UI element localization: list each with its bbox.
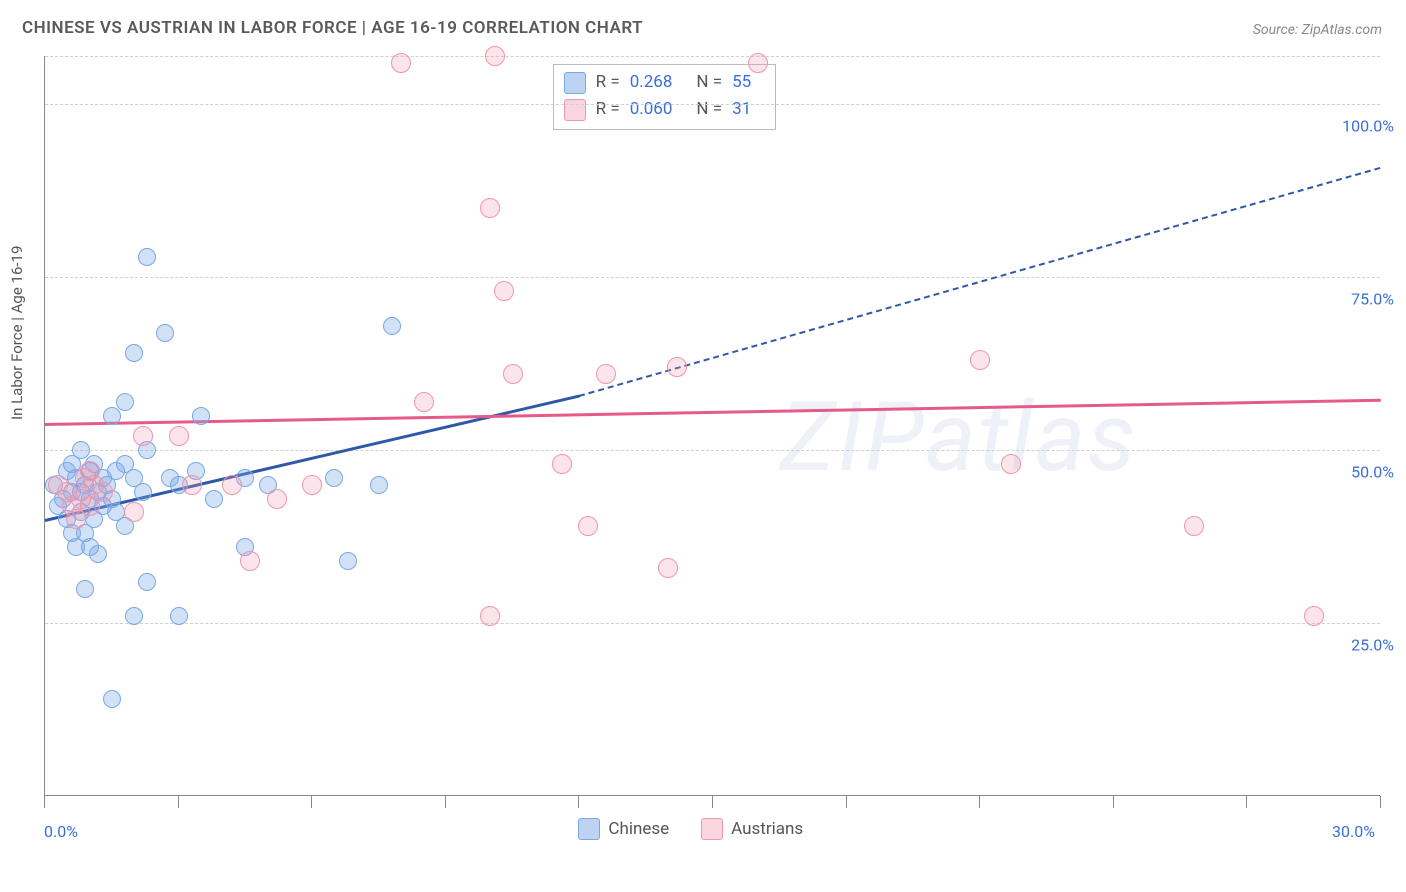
- marker-austrian: [182, 475, 202, 495]
- marker-austrian: [596, 364, 616, 384]
- bottom-legend: Chinese Austrians: [578, 818, 803, 840]
- marker-austrian: [133, 426, 153, 446]
- legend-swatch: [564, 72, 586, 94]
- gridline: [45, 56, 1380, 57]
- stat-n-val: 55: [732, 69, 751, 96]
- marker-austrian: [503, 364, 523, 384]
- stat-n-val: 31: [732, 96, 751, 123]
- marker-austrian: [1001, 454, 1021, 474]
- marker-austrian: [578, 516, 598, 536]
- gridline: [45, 623, 1380, 624]
- x-tick: [979, 796, 980, 808]
- marker-austrian: [485, 46, 505, 66]
- marker-austrian: [658, 558, 678, 578]
- marker-austrian: [240, 551, 260, 571]
- marker-austrian: [970, 350, 990, 370]
- x-tick: [311, 796, 312, 808]
- watermark: ZIPatlas: [780, 382, 1138, 494]
- x-tick: [846, 796, 847, 808]
- marker-austrian: [748, 53, 768, 73]
- marker-austrian: [414, 392, 434, 412]
- x-tick: [1246, 796, 1247, 808]
- stat-r-key: R =: [596, 69, 620, 96]
- legend-label: Austrians: [731, 819, 803, 839]
- gridline: [45, 104, 1380, 105]
- marker-austrian: [169, 426, 189, 446]
- y-axis-label: In Labor Force | Age 16-19: [8, 246, 26, 420]
- marker-austrian: [480, 198, 500, 218]
- marker-chinese: [103, 407, 121, 425]
- marker-austrian: [222, 475, 242, 495]
- marker-chinese: [138, 248, 156, 266]
- marker-austrian: [391, 53, 411, 73]
- marker-austrian: [302, 475, 322, 495]
- marker-chinese: [125, 607, 143, 625]
- marker-chinese: [156, 324, 174, 342]
- marker-chinese: [170, 607, 188, 625]
- legend-item: Chinese: [578, 818, 669, 840]
- trend-line: [45, 398, 1381, 425]
- marker-chinese: [76, 580, 94, 598]
- y-tick-label: 50.0%: [1351, 463, 1394, 482]
- marker-chinese: [192, 407, 210, 425]
- gridline: [45, 450, 1380, 451]
- stat-n-key: N =: [696, 69, 722, 96]
- marker-austrian: [267, 489, 287, 509]
- marker-austrian: [667, 357, 687, 377]
- x-tick: [1113, 796, 1114, 808]
- marker-chinese: [339, 552, 357, 570]
- x-tick: [578, 796, 579, 808]
- marker-austrian: [552, 454, 572, 474]
- marker-chinese: [205, 490, 223, 508]
- marker-austrian: [93, 482, 113, 502]
- legend-label: Chinese: [608, 819, 669, 839]
- marker-chinese: [125, 344, 143, 362]
- stat-n-key: N =: [696, 96, 722, 123]
- chart-title: CHINESE VS AUSTRIAN IN LABOR FORCE | AGE…: [22, 18, 643, 38]
- legend-item: Austrians: [701, 818, 803, 840]
- x-tick: [1380, 796, 1381, 808]
- x-tick: [445, 796, 446, 808]
- marker-austrian: [480, 606, 500, 626]
- x-tick: [44, 796, 45, 808]
- source-label: Source: ZipAtlas.com: [1253, 22, 1382, 38]
- marker-chinese: [134, 483, 152, 501]
- legend-swatch: [701, 818, 723, 840]
- marker-austrian: [494, 281, 514, 301]
- marker-chinese: [116, 393, 134, 411]
- stat-r-val: 0.268: [630, 69, 673, 96]
- marker-chinese: [383, 317, 401, 335]
- stat-row: R = 0.060 N = 31: [564, 96, 766, 123]
- marker-austrian: [124, 502, 144, 522]
- marker-chinese: [138, 573, 156, 591]
- plot-area: ZIPatlas R = 0.268 N = 55 R = 0.060 N = 31: [44, 56, 1380, 796]
- marker-chinese: [103, 690, 121, 708]
- marker-austrian: [1304, 606, 1324, 626]
- x-tick: [178, 796, 179, 808]
- marker-chinese: [370, 476, 388, 494]
- stat-legend: R = 0.268 N = 55 R = 0.060 N = 31: [553, 64, 777, 130]
- stat-r-key: R =: [596, 96, 620, 123]
- legend-swatch: [578, 818, 600, 840]
- y-tick-label: 25.0%: [1351, 636, 1394, 655]
- stat-r-val: 0.060: [630, 96, 673, 123]
- gridline: [45, 277, 1380, 278]
- marker-chinese: [325, 469, 343, 487]
- legend-swatch: [564, 99, 586, 121]
- x-tick: [712, 796, 713, 808]
- x-tick-label: 0.0%: [44, 822, 78, 841]
- marker-chinese: [89, 545, 107, 563]
- stat-row: R = 0.268 N = 55: [564, 69, 766, 96]
- marker-austrian: [1184, 516, 1204, 536]
- y-tick-label: 100.0%: [1342, 117, 1394, 136]
- x-tick-label: 30.0%: [1332, 822, 1375, 841]
- y-tick-label: 75.0%: [1351, 290, 1394, 309]
